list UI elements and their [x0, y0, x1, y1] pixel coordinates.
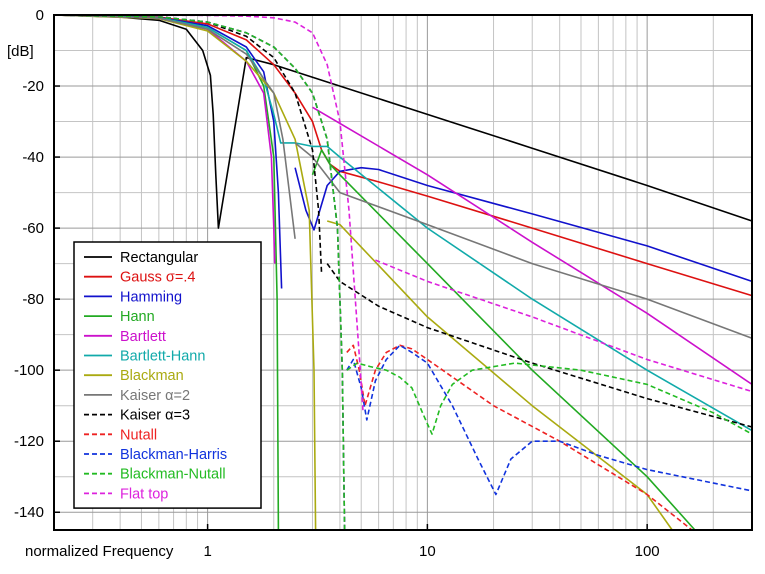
y-tick-label: 0: [36, 7, 44, 24]
legend-entry: Bartlett: [120, 329, 166, 345]
series-line: [53, 14, 753, 531]
y-tick-label: -100: [14, 362, 44, 379]
legend-entry: Blackman-Nutall: [120, 467, 226, 483]
y-axis-label: [dB]: [7, 43, 34, 60]
legend-entry: Blackman: [120, 368, 184, 384]
legend-entry: Gauss σ=.4: [120, 270, 195, 286]
y-tick-label: -60: [22, 220, 44, 237]
x-tick-label: 1: [203, 543, 211, 560]
series-line: [53, 14, 753, 229]
x-axis-label: normalized Frequency: [25, 543, 174, 560]
legend-entry: Hamming: [120, 289, 182, 305]
x-tick-label: 100: [635, 543, 660, 560]
legend-entry: Hann: [120, 309, 155, 325]
y-tick-label: -40: [22, 149, 44, 166]
y-tick-label: -140: [14, 504, 44, 521]
axis-labels: [dB] normalized Frequency 0 -20 -40 -60 -80 -…: [7, 7, 660, 560]
legend: Rectangular Gauss σ=.4 Hamming Hann Bartlett…: [73, 241, 262, 509]
plot-border: [53, 14, 753, 531]
plot-frame: [53, 14, 753, 531]
legend-entry: Kaiser α=2: [120, 388, 190, 404]
y-tick-label: -80: [22, 291, 44, 308]
legend-entry: Rectangular: [120, 250, 198, 266]
legend-entry: Kaiser α=3: [120, 408, 190, 424]
legend-entry: Bartlett-Hann: [120, 349, 205, 365]
legend-entry: Nutall: [120, 427, 157, 443]
y-tick-label: -120: [14, 433, 44, 450]
series-lines: [53, 14, 753, 531]
legend-entry: Flat top: [120, 486, 168, 502]
y-tick-label: -20: [22, 78, 44, 95]
x-tick-label: 10: [419, 543, 436, 560]
legend-entry: Blackman-Harris: [120, 447, 227, 463]
